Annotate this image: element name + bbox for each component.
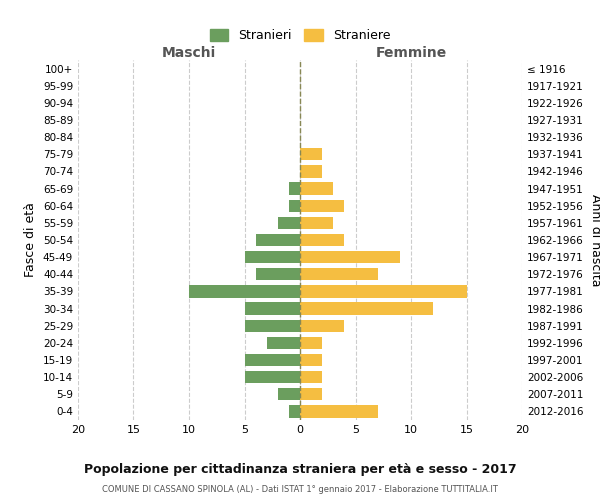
Bar: [300, 148, 322, 160]
Bar: [300, 354, 322, 366]
Bar: [300, 200, 344, 212]
Bar: [300, 371, 322, 384]
Bar: [256, 268, 300, 280]
Bar: [300, 320, 344, 332]
Bar: [300, 388, 322, 400]
Bar: [245, 302, 300, 314]
Bar: [300, 286, 467, 298]
Text: Maschi: Maschi: [162, 46, 216, 60]
Text: Femmine: Femmine: [376, 46, 446, 60]
Bar: [289, 200, 300, 212]
Bar: [300, 406, 378, 417]
Bar: [256, 234, 300, 246]
Bar: [289, 182, 300, 194]
Bar: [245, 320, 300, 332]
Bar: [245, 251, 300, 264]
Bar: [245, 354, 300, 366]
Bar: [300, 268, 378, 280]
Y-axis label: Anni di nascita: Anni di nascita: [589, 194, 600, 286]
Text: COMUNE DI CASSANO SPINOLA (AL) - Dati ISTAT 1° gennaio 2017 - Elaborazione TUTTI: COMUNE DI CASSANO SPINOLA (AL) - Dati IS…: [102, 485, 498, 494]
Bar: [189, 286, 300, 298]
Bar: [300, 216, 334, 229]
Bar: [300, 336, 322, 349]
Text: Popolazione per cittadinanza straniera per età e sesso - 2017: Popolazione per cittadinanza straniera p…: [83, 462, 517, 475]
Bar: [300, 302, 433, 314]
Bar: [300, 234, 344, 246]
Bar: [278, 388, 300, 400]
Bar: [289, 406, 300, 417]
Bar: [300, 251, 400, 264]
Legend: Stranieri, Straniere: Stranieri, Straniere: [203, 23, 397, 48]
Bar: [300, 182, 334, 194]
Y-axis label: Fasce di età: Fasce di età: [25, 202, 37, 278]
Bar: [245, 371, 300, 384]
Bar: [278, 216, 300, 229]
Bar: [266, 336, 300, 349]
Bar: [300, 166, 322, 177]
